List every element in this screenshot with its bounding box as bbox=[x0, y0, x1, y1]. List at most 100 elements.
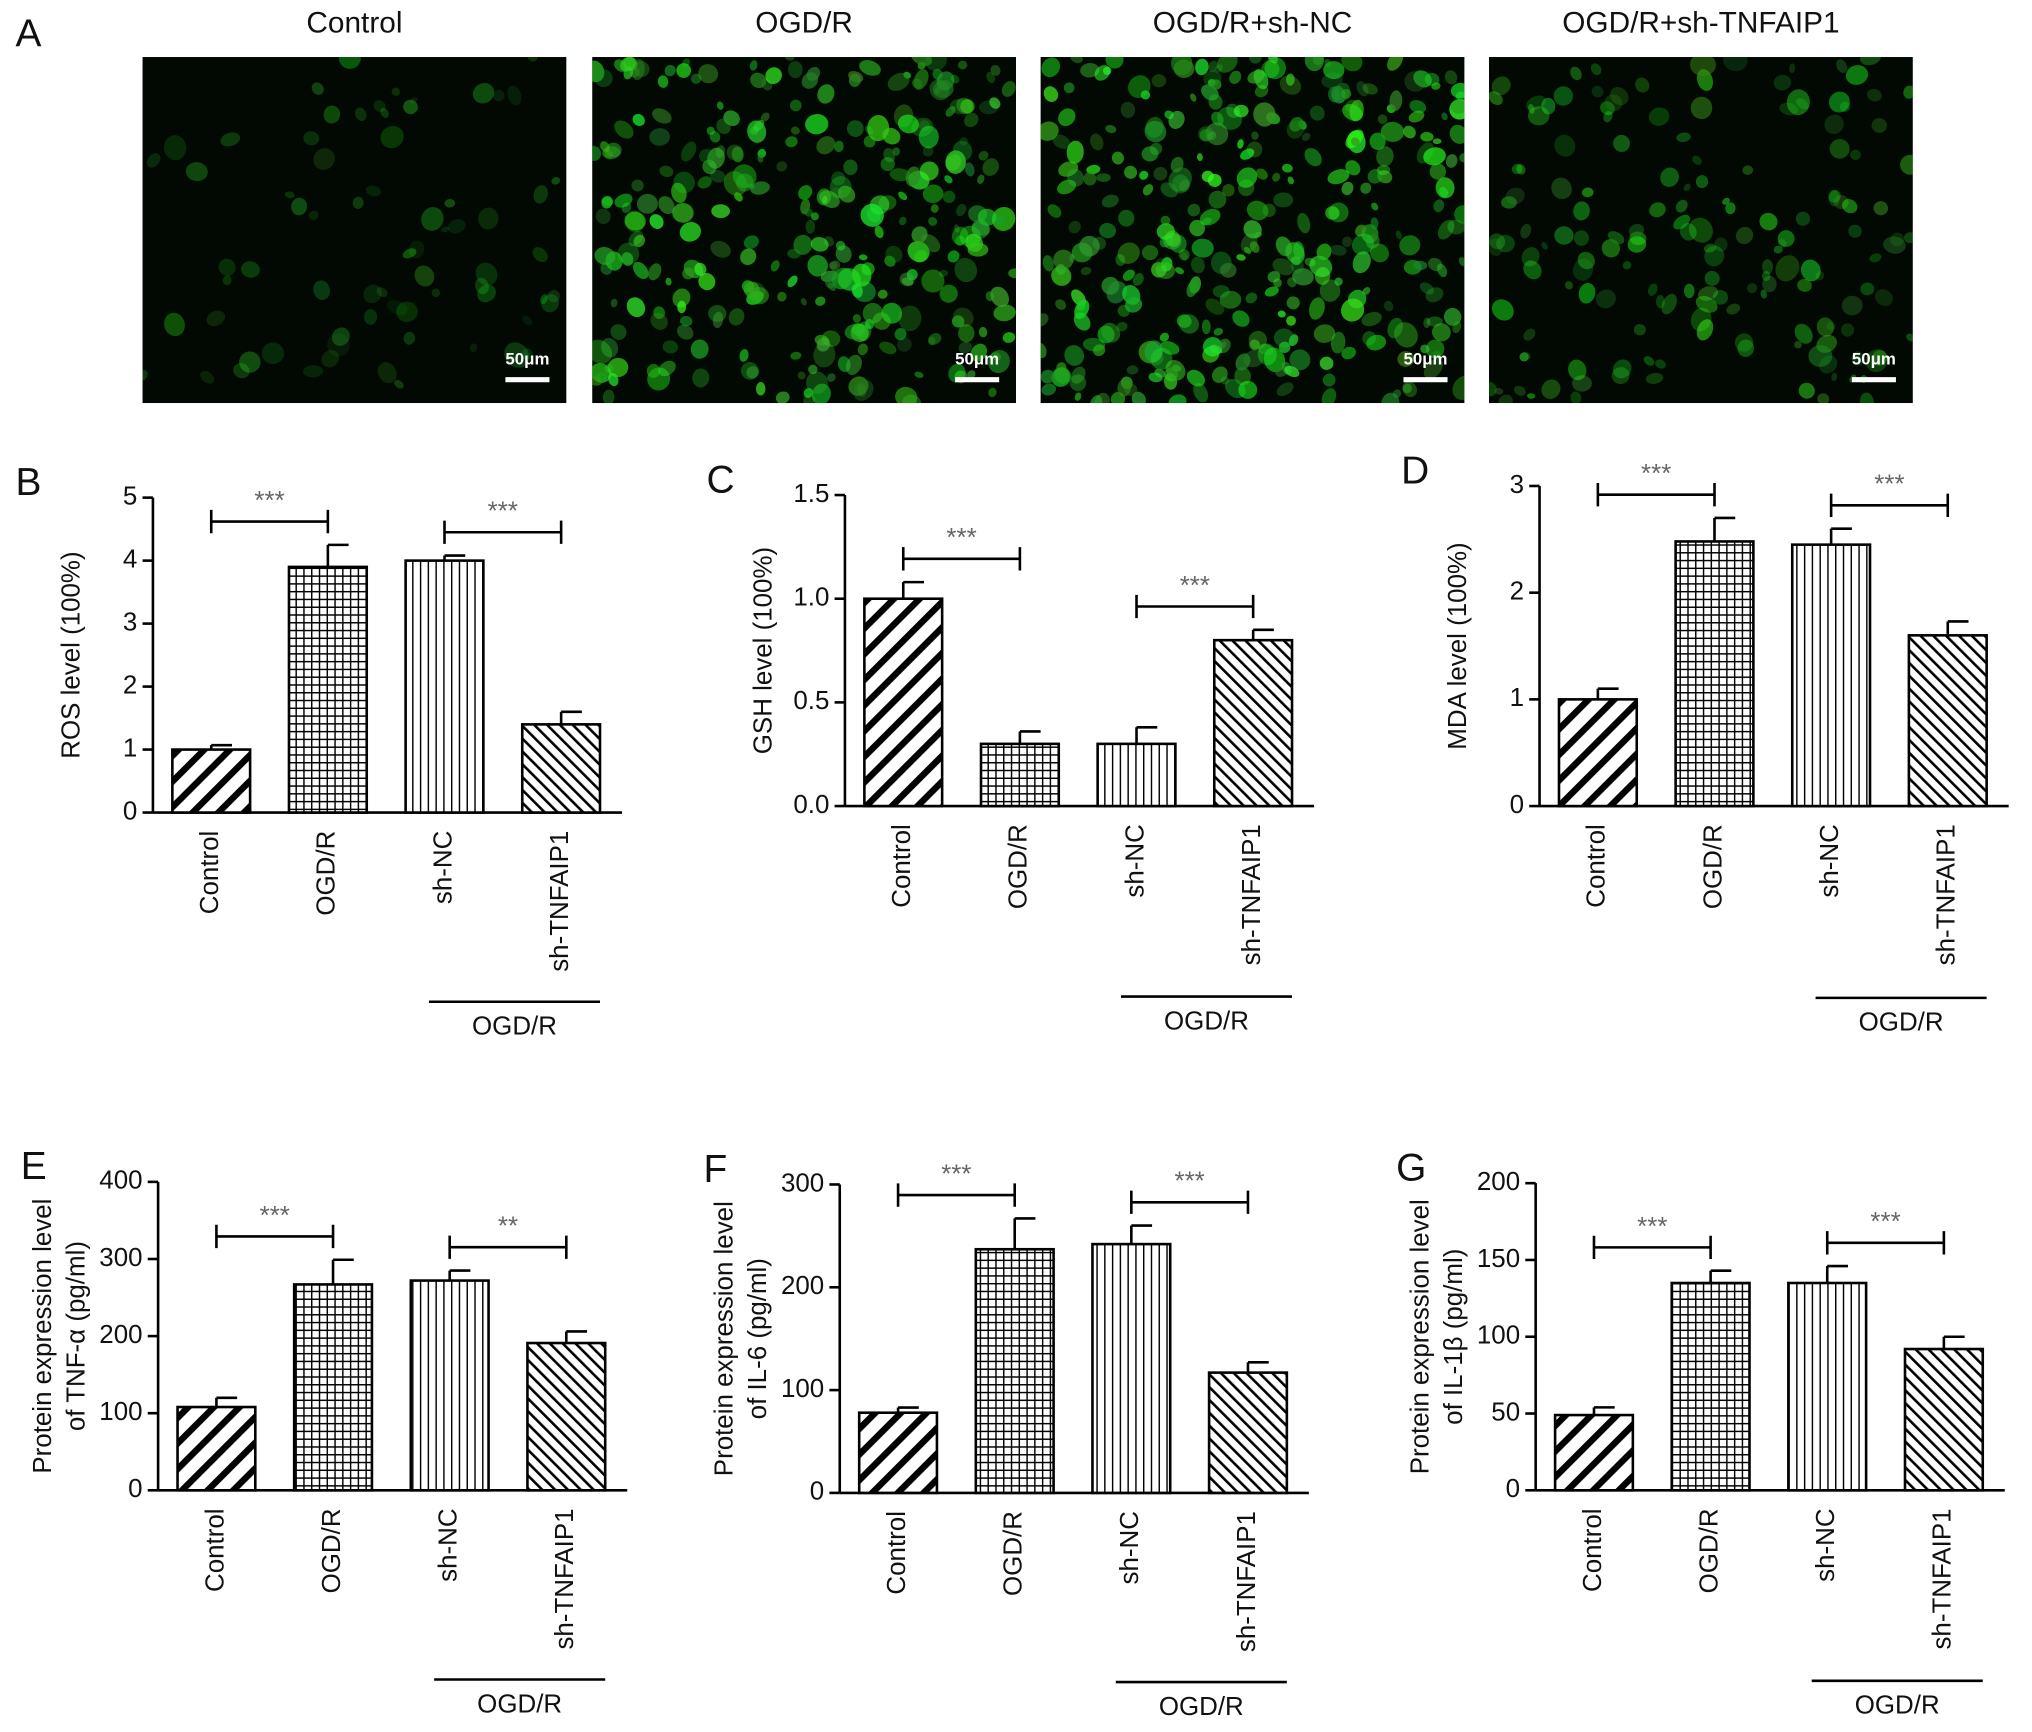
cell bbox=[1734, 333, 1754, 352]
significance-label: ** bbox=[498, 1213, 518, 1241]
cell bbox=[1139, 170, 1149, 180]
cell bbox=[1712, 290, 1729, 305]
bar bbox=[1787, 1281, 1868, 1492]
cell bbox=[977, 174, 985, 184]
cell bbox=[921, 234, 941, 253]
y-axis-label: MDA level (100%) bbox=[1444, 542, 1472, 749]
significance-label: *** bbox=[1874, 471, 1904, 499]
cell bbox=[632, 113, 645, 127]
cell bbox=[787, 248, 801, 259]
cell bbox=[220, 132, 241, 147]
cell bbox=[681, 141, 697, 162]
cell bbox=[504, 342, 530, 368]
cell bbox=[1684, 283, 1695, 299]
cell bbox=[944, 175, 953, 184]
cell bbox=[321, 350, 340, 368]
cell bbox=[988, 387, 997, 398]
cell bbox=[770, 260, 780, 272]
cell bbox=[1603, 110, 1613, 123]
cell bbox=[1074, 299, 1090, 320]
cell bbox=[932, 68, 943, 80]
cell bbox=[816, 136, 836, 155]
cell bbox=[1871, 118, 1888, 133]
cell bbox=[1040, 369, 1055, 384]
cell bbox=[1258, 343, 1274, 356]
y-tick-label: 300 bbox=[99, 1244, 142, 1272]
cell bbox=[218, 258, 236, 276]
cell bbox=[947, 250, 960, 263]
x-tick-label: sh-TNFAIP1 bbox=[546, 831, 574, 972]
bar bbox=[1670, 1281, 1751, 1492]
cell bbox=[1068, 220, 1081, 234]
cell bbox=[1160, 257, 1173, 272]
cell bbox=[541, 294, 559, 313]
cell bbox=[1498, 394, 1513, 404]
cell bbox=[746, 366, 759, 379]
cell bbox=[1066, 168, 1085, 187]
cell bbox=[690, 339, 709, 359]
y-tick-label: 0 bbox=[128, 1475, 142, 1503]
bar bbox=[1557, 698, 1639, 808]
cell bbox=[1903, 232, 1913, 244]
cell bbox=[1205, 122, 1229, 146]
cell bbox=[1243, 246, 1252, 255]
cell bbox=[951, 315, 965, 328]
cell bbox=[821, 330, 841, 347]
cell bbox=[1205, 298, 1225, 315]
cell bbox=[897, 114, 919, 134]
cell bbox=[1148, 372, 1163, 383]
cell bbox=[970, 343, 988, 362]
cell bbox=[1450, 99, 1465, 114]
significance-label: *** bbox=[1870, 1208, 1900, 1236]
cell bbox=[1316, 243, 1332, 261]
cell bbox=[1245, 292, 1258, 304]
cell bbox=[1494, 387, 1504, 395]
cell bbox=[1746, 283, 1758, 294]
cell bbox=[1441, 112, 1448, 121]
cell bbox=[291, 197, 308, 216]
cell bbox=[990, 286, 1010, 308]
cell bbox=[1058, 108, 1076, 127]
cell bbox=[311, 82, 324, 95]
cell bbox=[1797, 279, 1812, 292]
cell bbox=[1399, 235, 1421, 256]
y-tick-label: 150 bbox=[1477, 1245, 1520, 1273]
cell bbox=[1236, 167, 1258, 188]
cell bbox=[776, 161, 788, 172]
bar bbox=[520, 723, 602, 814]
cell bbox=[699, 148, 715, 164]
cell bbox=[1055, 299, 1067, 310]
cell bbox=[921, 269, 945, 293]
cell bbox=[954, 257, 978, 283]
cell bbox=[852, 314, 861, 323]
cell bbox=[1193, 382, 1209, 403]
cell bbox=[308, 210, 319, 221]
cell bbox=[1437, 219, 1455, 240]
y-tick-label: 100 bbox=[1477, 1322, 1520, 1350]
cell bbox=[364, 308, 378, 325]
cell bbox=[880, 156, 895, 172]
cell bbox=[971, 221, 991, 236]
cell bbox=[1211, 79, 1222, 90]
cell bbox=[1286, 296, 1300, 310]
cell bbox=[988, 350, 1010, 374]
image-title: OGD/R+sh-NC bbox=[1153, 6, 1352, 39]
cell bbox=[1369, 243, 1389, 263]
cell bbox=[1775, 255, 1800, 282]
cell bbox=[1341, 181, 1354, 196]
cell bbox=[1159, 332, 1170, 342]
cell bbox=[352, 196, 364, 209]
cell bbox=[1257, 343, 1277, 366]
cell bbox=[1090, 133, 1104, 151]
cell bbox=[373, 100, 386, 113]
cell bbox=[1328, 202, 1349, 223]
y-axis-label: Protein expression level bbox=[1406, 1199, 1434, 1474]
cell bbox=[1208, 60, 1218, 73]
cell bbox=[910, 57, 933, 66]
cell bbox=[877, 289, 888, 299]
cell bbox=[493, 89, 505, 102]
cell bbox=[945, 150, 966, 174]
cell bbox=[716, 118, 731, 135]
cell bbox=[925, 57, 947, 71]
cell bbox=[649, 214, 664, 229]
